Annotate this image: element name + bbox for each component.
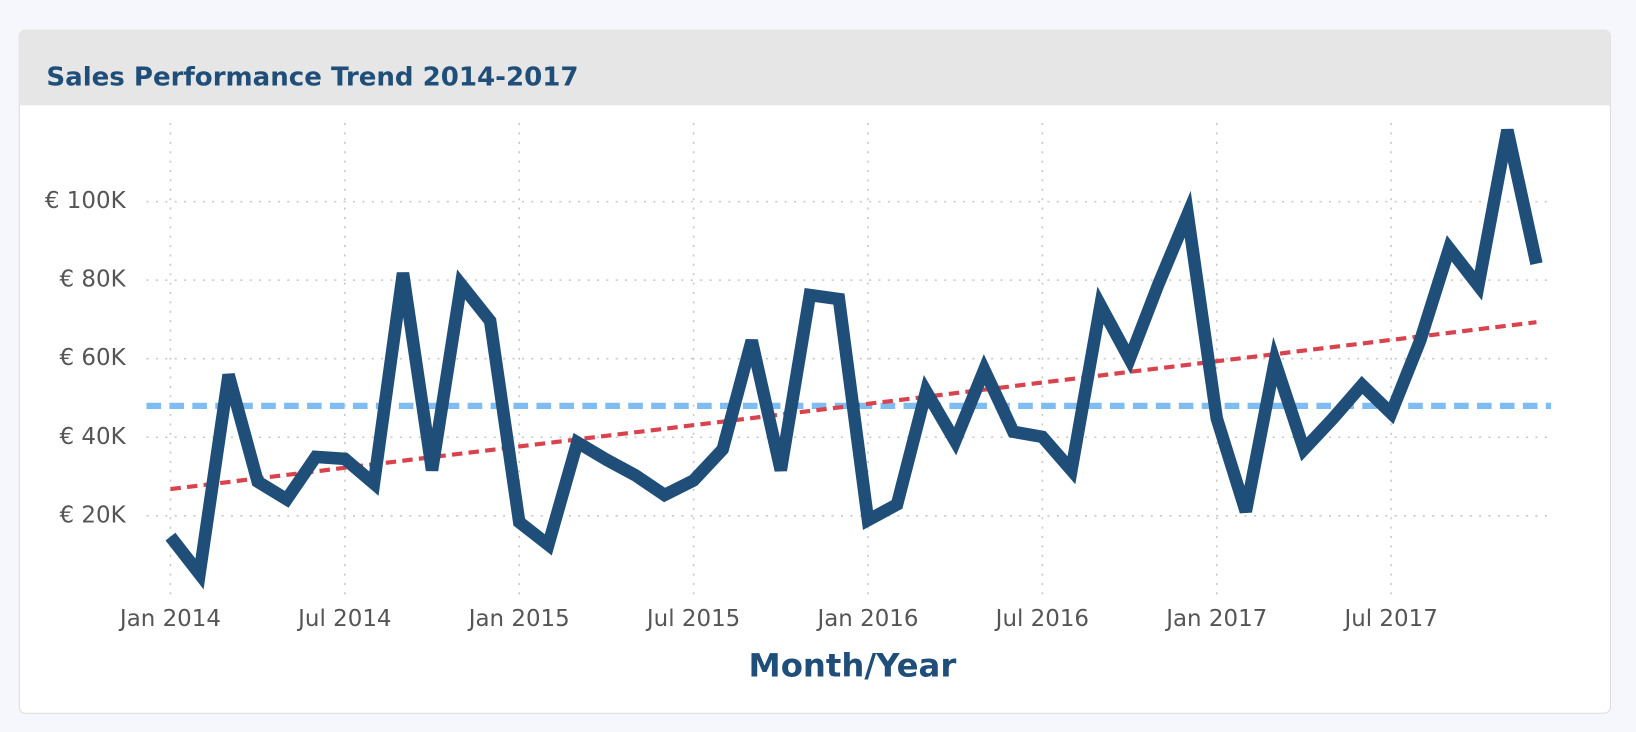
x-tick-label: Jan 2016 bbox=[815, 606, 918, 632]
sales-line bbox=[165, 128, 1543, 590]
y-tick-label: € 20K bbox=[59, 502, 126, 528]
y-tick-label: € 100K bbox=[45, 188, 127, 214]
x-tick-label: Jul 2015 bbox=[645, 606, 740, 632]
card-header bbox=[19, 30, 1611, 106]
x-axis-title: Month/Year bbox=[749, 646, 957, 684]
y-tick-label: € 40K bbox=[59, 424, 126, 450]
x-tick-label: Jul 2017 bbox=[1342, 606, 1437, 632]
x-tick-label: Jul 2014 bbox=[296, 606, 391, 632]
x-tick-label: Jan 2017 bbox=[1164, 606, 1267, 632]
x-tick-label: Jul 2016 bbox=[994, 606, 1089, 632]
y-tick-label: € 60K bbox=[59, 345, 126, 371]
x-tick-label: Jan 2015 bbox=[467, 606, 570, 632]
chart-title: Sales Performance Trend 2014-2017 bbox=[46, 63, 578, 93]
x-tick-label: Jan 2014 bbox=[118, 606, 221, 632]
y-tick-label: € 80K bbox=[59, 267, 126, 293]
